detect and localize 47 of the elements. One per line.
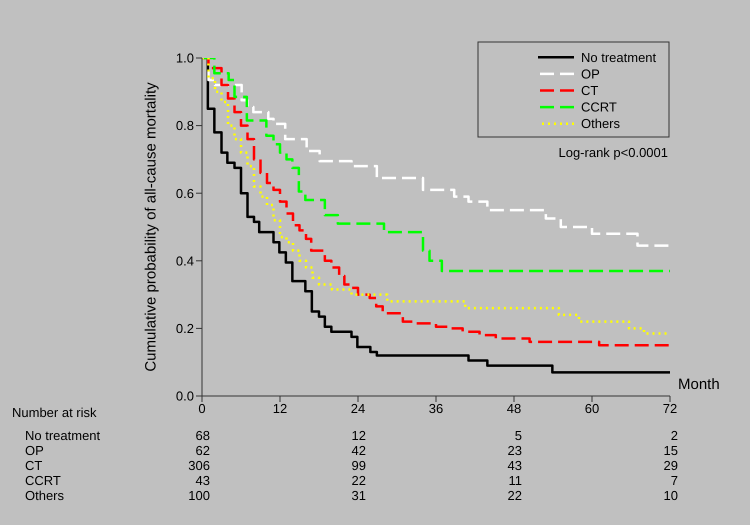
y-tick-label: 0.0 [176,388,194,404]
text: 11 [508,473,522,488]
text: 43 [508,458,522,473]
legend-label: CCRT [581,100,617,115]
text: 22 [352,473,366,488]
y-tick-label: 1.0 [176,50,194,66]
x-tick-label: 24 [350,401,366,416]
x-tick-label: 12 [272,401,288,416]
y-tick-label: 0.6 [176,186,194,201]
text: No treatment [25,428,100,443]
legend-label: OP [581,66,600,82]
x-tick-label: 60 [584,401,600,416]
text: 100 [188,488,210,503]
x-tick-label: 36 [428,401,444,416]
x-tick-label: 0 [198,401,206,416]
text: CCRT [25,473,61,488]
legend-label: CT [581,83,598,98]
text: 12 [352,428,366,443]
legend-label: Others [581,116,621,132]
x-tick-label: 48 [506,401,522,416]
annotation: Log-rank p<0.0001 [558,145,668,160]
y-axis-title: Cumulative probability of all-cause mortality [142,82,160,372]
y-tick-label: 0.8 [176,118,194,134]
text: 10 [664,488,678,503]
text: 31 [352,488,366,503]
text: 99 [352,458,366,473]
text: CT [25,458,42,473]
text: 23 [508,443,522,458]
text: 68 [196,428,210,443]
text: 7 [670,473,678,488]
text: Number at risk [12,405,97,420]
text: 2 [670,428,678,443]
text: 29 [664,458,678,473]
legend-label: No treatment [581,50,657,65]
text: 5 [514,428,522,443]
text: 62 [196,443,210,458]
text: 43 [196,473,210,488]
text: Others [25,488,64,503]
text: 306 [188,458,210,473]
x-tick-label: 72 [662,401,678,416]
text: 42 [352,443,366,458]
y-tick-label: 0.2 [176,321,194,336]
x-axis-title: Month [678,376,720,393]
text: 22 [508,488,522,503]
text: 15 [664,443,678,458]
text: OP [25,443,44,458]
y-tick-label: 0.4 [176,253,194,268]
